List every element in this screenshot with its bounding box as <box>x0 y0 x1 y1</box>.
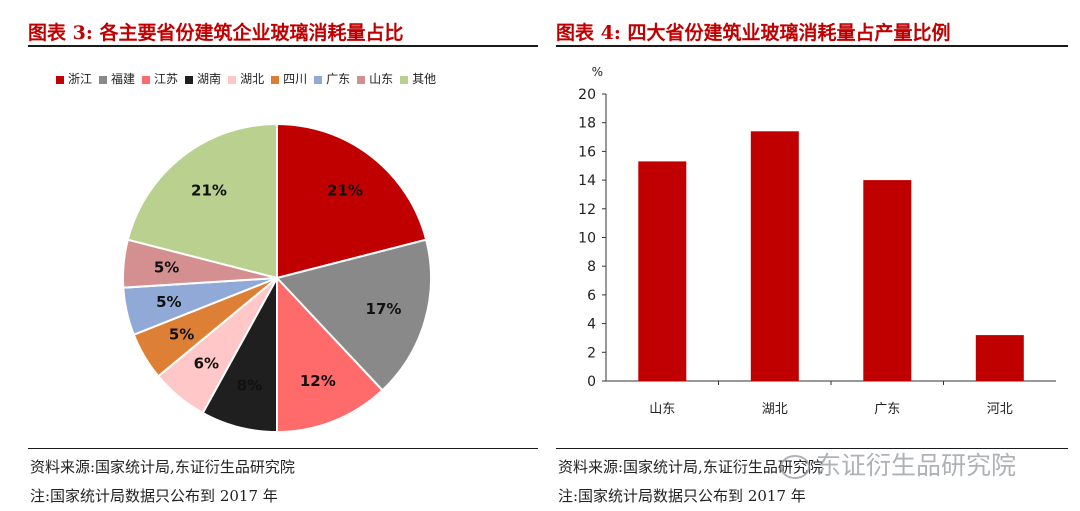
legend-label: 湖南 <box>197 72 222 86</box>
pie-title-rule <box>28 45 538 47</box>
legend-item-7: 山东 <box>357 70 393 87</box>
legend-swatch <box>99 75 108 84</box>
legend-item-4: 湖北 <box>228 70 264 87</box>
watermark-text: 东证衍生品研究院 <box>816 451 1017 480</box>
bar-footer-rule <box>556 448 1068 449</box>
legend-swatch <box>357 75 366 84</box>
legend-label: 广东 <box>326 72 351 86</box>
pie-data-note: 注:国家统计局数据只公布到 2017 年 <box>30 487 278 505</box>
legend-swatch <box>56 75 64 84</box>
bar-chart: % 0 2 4 6 8 10 12 14 16 18 20 山东 湖北 广东 河北 <box>578 65 1056 417</box>
legend-label: 江苏 <box>154 72 179 86</box>
legend-item-8: 其他 <box>400 70 436 87</box>
bar-panel: 图表 4: 四大省份建筑业玻璃消耗量占产量比例 % 0 2 4 6 8 10 12 14 16 18… <box>556 0 1068 511</box>
y-tick-label: 6 <box>587 288 596 304</box>
y-tick-label: 8 <box>587 259 596 275</box>
pie-slice-福建 <box>275 238 432 392</box>
legend-label: 其他 <box>412 72 437 86</box>
pie-slice-label: 5% <box>154 259 179 277</box>
pie-source-note: 资料来源:国家统计局,东证衍生品研究院 <box>30 458 295 476</box>
legend-label: 浙江 <box>68 72 93 86</box>
y-tick-label: 4 <box>587 317 596 333</box>
pie-slice-其他 <box>126 122 278 280</box>
pie-slice-江苏 <box>276 275 384 434</box>
pie-slice-label: 5% <box>156 293 181 311</box>
y-tick-label: 2 <box>587 345 596 361</box>
y-tick-label: 16 <box>578 144 596 160</box>
bar-source-note: 资料来源:国家统计局,东证衍生品研究院 <box>558 458 823 476</box>
bar-湖北 <box>750 131 799 381</box>
legend-item-6: 广东 <box>314 70 350 87</box>
pie-slice-label: 17% <box>366 300 402 318</box>
y-tick-label: 12 <box>578 202 596 218</box>
bar-山东 <box>638 161 687 381</box>
pie-chart: 21%17%12%8%6%5%5%5%21% <box>121 122 432 434</box>
pie-panel: 图表 3: 各主要省份建筑企业玻璃消耗量占比 浙江 福建 江苏 湖南 湖北 四川 广东 山东 其… <box>28 0 538 511</box>
watermark: 东证衍生品研究院 <box>780 446 1016 482</box>
y-tick-label: 18 <box>578 116 596 132</box>
legend-label: 福建 <box>111 72 136 86</box>
legend-swatch <box>142 75 151 84</box>
legend-label: 四川 <box>283 72 308 86</box>
legend-swatch <box>271 75 280 84</box>
y-tick-label: 14 <box>578 173 596 189</box>
bar-广东 <box>863 180 912 381</box>
bar-title-rule <box>556 45 1068 47</box>
pie-footer-rule <box>28 448 538 449</box>
x-tick-label: 河北 <box>987 402 1013 417</box>
legend-item-1: 福建 <box>99 70 135 87</box>
wechat-icon <box>780 455 810 479</box>
bar-data-note: 注:国家统计局数据只公布到 2017 年 <box>558 487 806 505</box>
pie-legend: 浙江 福建 江苏 湖南 湖北 四川 广东 山东 其他 <box>56 70 443 87</box>
y-tick-label: 20 <box>578 87 596 103</box>
x-tick-label: 湖北 <box>762 402 788 417</box>
x-tick-label: 山东 <box>649 402 675 417</box>
pie-slice-label: 8% <box>237 376 262 394</box>
bar-河北 <box>975 335 1024 381</box>
legend-item-5: 四川 <box>271 70 307 87</box>
legend-swatch <box>314 75 323 84</box>
pie-slice-label: 21% <box>191 181 227 199</box>
legend-item-2: 江苏 <box>142 70 178 87</box>
x-tick-label: 广东 <box>874 402 900 417</box>
pie-slice-label: 21% <box>327 181 363 199</box>
pie-slice-浙江 <box>276 122 428 280</box>
legend-swatch <box>228 75 237 84</box>
legend-item-0: 浙江 <box>56 70 92 87</box>
pie-figure-title: 图表 3: 各主要省份建筑企业玻璃消耗量占比 <box>28 22 404 44</box>
y-tick-label: 0 <box>587 374 596 390</box>
pie-slice-label: 6% <box>194 354 219 372</box>
pie-slice-label: 5% <box>169 325 194 343</box>
bar-figure-title: 图表 4: 四大省份建筑业玻璃消耗量占产量比例 <box>556 22 951 44</box>
y-tick-label: 10 <box>578 231 596 247</box>
legend-label: 湖北 <box>240 72 265 86</box>
legend-item-3: 湖南 <box>185 70 221 87</box>
legend-swatch <box>185 75 194 84</box>
pie-slice-label: 12% <box>300 372 336 390</box>
y-unit-label: % <box>592 65 603 79</box>
legend-label: 山东 <box>369 72 394 86</box>
legend-swatch <box>400 75 409 84</box>
